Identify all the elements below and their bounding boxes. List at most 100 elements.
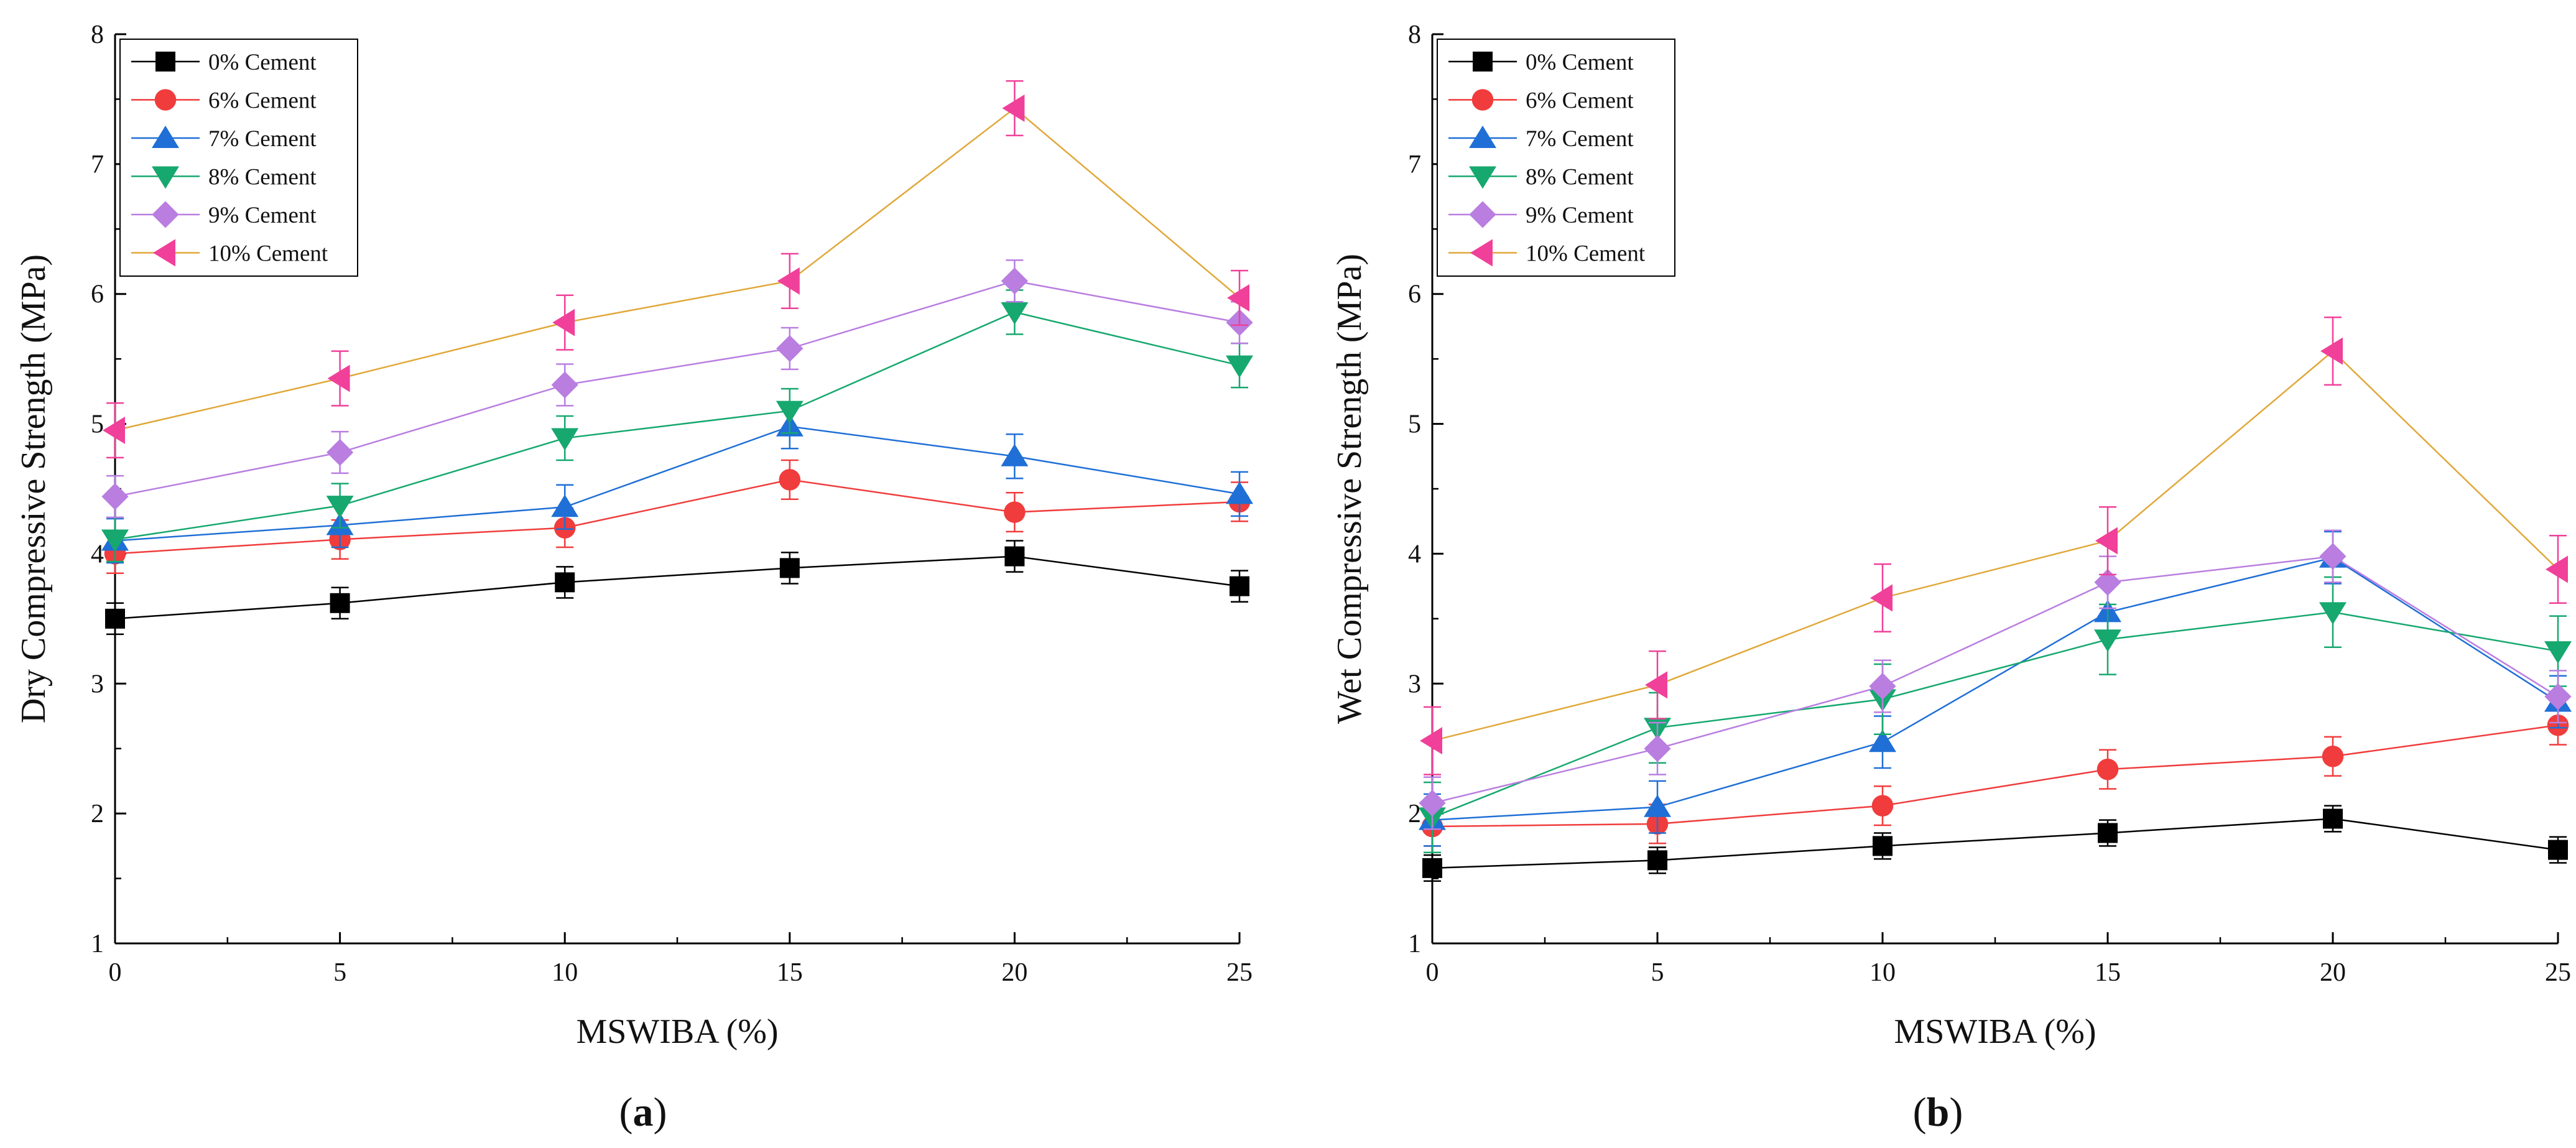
legend-label: 9% Cement xyxy=(1526,203,1634,228)
x-tick-label: 0 xyxy=(109,958,122,987)
data-point xyxy=(552,308,575,336)
series-line xyxy=(1432,611,2559,818)
series-9pct-cement xyxy=(101,259,1253,519)
data-point xyxy=(779,469,801,491)
data-point xyxy=(1001,443,1029,466)
legend-label: 8% Cement xyxy=(1526,165,1634,190)
legend-item-9pct-cement: 9% Cement xyxy=(131,201,317,228)
y-tick-label: 1 xyxy=(91,930,104,958)
data-point xyxy=(1869,729,1896,752)
data-point xyxy=(1226,355,1253,378)
panel-label-b: (b) xyxy=(1913,1090,1963,1135)
data-point xyxy=(2094,568,2121,596)
legend-item-8pct-cement: 8% Cement xyxy=(1448,165,1634,190)
data-point xyxy=(776,400,804,424)
data-point xyxy=(1002,95,1025,123)
legend-item-9pct-cement: 9% Cement xyxy=(1448,201,1634,228)
series-10pct-cement xyxy=(103,80,1249,459)
data-point xyxy=(330,593,350,613)
data-point xyxy=(2322,745,2344,767)
legend-label: 8% Cement xyxy=(208,165,317,190)
chart-panel-a: 1 2 3 4 5 6 7 8 0 5 10 15 20 25 MSWIBA (%) Dry Compress… xyxy=(14,21,1253,1051)
y-tick-label: 4 xyxy=(91,540,104,568)
x-tick-label: 20 xyxy=(1001,958,1027,987)
y-tick-label: 1 xyxy=(1408,930,1421,958)
data-point xyxy=(1644,794,1671,817)
legend-item-6pct-cement: 6% Cement xyxy=(131,88,317,114)
y-axis-title: Dry Compressive Strength (MPa) xyxy=(14,254,53,723)
data-point xyxy=(2094,629,2121,652)
legend-marker xyxy=(1471,89,1494,111)
y-tick-label: 7 xyxy=(1408,150,1421,179)
series-line xyxy=(1432,349,2559,742)
y-tick-label: 6 xyxy=(91,280,104,309)
data-point xyxy=(1873,836,1893,856)
series-line xyxy=(1432,557,2559,821)
data-point xyxy=(2544,641,2572,664)
y-tick-label: 7 xyxy=(91,150,104,179)
y-tick-label: 5 xyxy=(1408,410,1421,439)
data-point xyxy=(327,438,354,466)
legend-item-0pct-cement: 0% Cement xyxy=(131,50,317,75)
x-tick-label: 10 xyxy=(1869,958,1896,987)
series-9pct-cement xyxy=(1419,529,2572,830)
data-point xyxy=(105,608,125,629)
series-line xyxy=(1432,818,2559,869)
legend-item-7pct-cement: 7% Cement xyxy=(1448,126,1634,152)
y-tick-label: 3 xyxy=(1408,670,1421,698)
data-point xyxy=(1419,789,1446,817)
y-tick-label: 6 xyxy=(1408,280,1421,309)
x-tick-label: 5 xyxy=(333,958,346,987)
y-tick-label: 5 xyxy=(91,410,104,439)
data-point xyxy=(2548,840,2568,860)
legend-label: 9% Cement xyxy=(208,203,317,228)
data-point xyxy=(2098,823,2118,843)
x-tick-label: 15 xyxy=(777,958,803,987)
legend-box xyxy=(1437,39,1675,277)
x-tick-label: 25 xyxy=(2545,958,2571,987)
legend-marker xyxy=(1469,126,1496,148)
data-point xyxy=(1870,584,1893,612)
x-tick-label: 0 xyxy=(1426,958,1439,987)
data-point xyxy=(2095,527,2118,555)
data-point xyxy=(551,494,579,517)
legend-marker xyxy=(152,166,179,189)
legend-marker xyxy=(153,239,175,267)
y-tick-label: 8 xyxy=(1408,21,1421,49)
data-point xyxy=(1871,795,1894,817)
series-line xyxy=(1432,555,2559,804)
chart-panel-b: 1 2 3 4 5 6 7 8 0 5 10 15 20 25 MSWIBA (%) Wet Compress… xyxy=(1330,21,2572,1051)
series-line xyxy=(114,425,1240,542)
legend-label: 0% Cement xyxy=(208,50,317,75)
data-point xyxy=(1422,858,1442,878)
legend-label: 6% Cement xyxy=(1526,88,1634,114)
legend-label: 10% Cement xyxy=(208,241,328,267)
data-point xyxy=(2544,683,2572,710)
legend-item-7pct-cement: 7% Cement xyxy=(131,126,317,152)
legend-label: 7% Cement xyxy=(208,126,317,152)
series-line xyxy=(114,479,1240,555)
x-tick-label: 20 xyxy=(2320,958,2346,987)
series-line xyxy=(114,311,1240,540)
series-6pct-cement xyxy=(1421,705,2569,847)
series-0pct-cement xyxy=(105,540,1249,636)
data-point xyxy=(2323,808,2343,829)
data-point xyxy=(101,529,129,552)
x-tick-label: 10 xyxy=(552,958,578,987)
series-0pct-cement xyxy=(1422,805,2568,882)
data-point xyxy=(1230,576,1249,596)
legend-item-0pct-cement: 0% Cement xyxy=(1448,50,1634,75)
x-tick-label: 15 xyxy=(2095,958,2121,987)
data-point xyxy=(1869,672,1896,700)
data-point xyxy=(2320,337,2343,365)
legend: 0% Cement 6% Cement 7% Cement 8% Cement 9% C… xyxy=(119,39,358,277)
data-point xyxy=(2546,555,2568,583)
data-point xyxy=(777,267,800,295)
data-point xyxy=(1645,671,1667,699)
y-tick-label: 2 xyxy=(1408,800,1421,828)
legend-marker xyxy=(1470,239,1493,267)
legend-label: 10% Cement xyxy=(1526,241,1646,267)
data-point xyxy=(326,496,354,519)
